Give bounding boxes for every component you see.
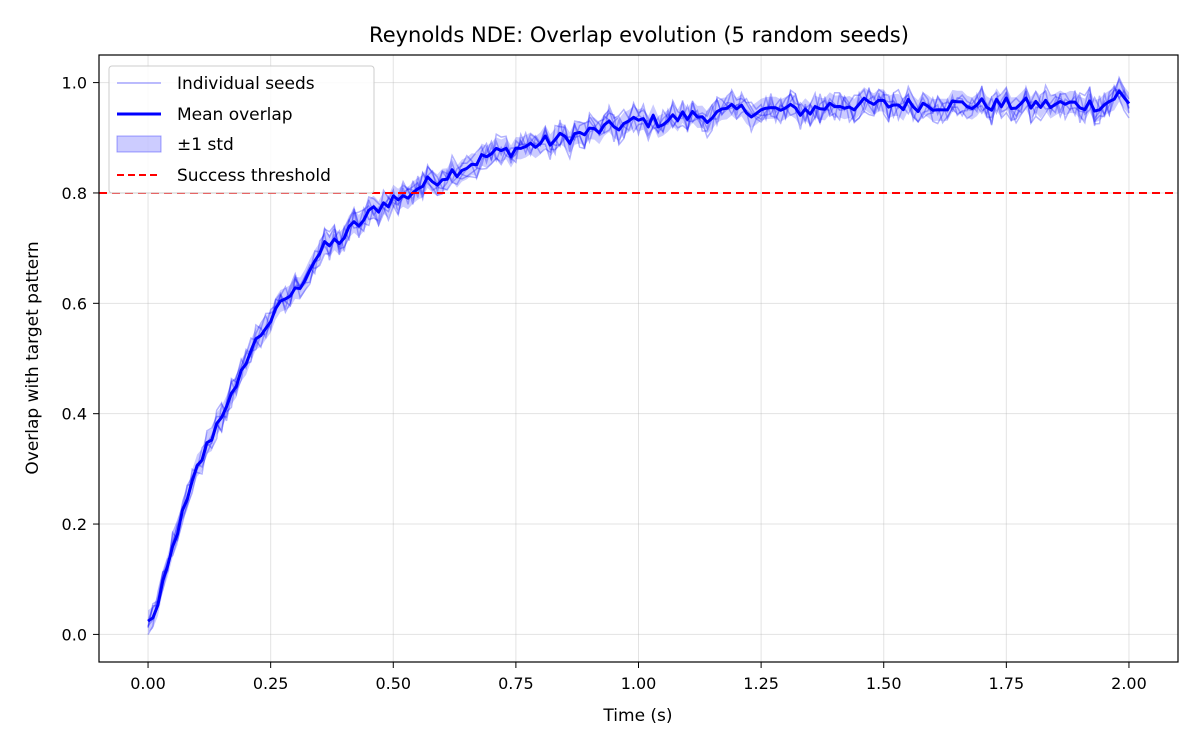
seed-line-3 [147, 84, 1130, 628]
x-tick-label-4: 1.00 [621, 674, 657, 693]
legend-swatch-std [116, 135, 162, 153]
legend-label-mean: Mean overlap [177, 105, 293, 125]
legend-box [108, 65, 375, 194]
y-axis-ticks: 0.0 0.2 0.4 0.6 0.8 1.0 [62, 74, 99, 644]
mean-line-layer [147, 89, 1131, 623]
x-tick-label-8: 2.00 [1111, 674, 1147, 693]
y-tick-label-5: 1.0 [62, 74, 87, 93]
x-tick-label-0: 0.00 [130, 674, 166, 693]
x-tick-label-6: 1.50 [866, 674, 902, 693]
x-tick-label-2: 0.50 [375, 674, 411, 693]
y-tick-label-2: 0.4 [62, 405, 87, 424]
y-tick-label-1: 0.2 [62, 515, 87, 534]
y-tick-label-3: 0.6 [62, 294, 87, 313]
seed-line-4 [147, 84, 1130, 628]
y-tick-label-0: 0.0 [62, 625, 87, 644]
legend-label-seeds: Individual seeds [177, 74, 315, 94]
mean-line [147, 89, 1131, 623]
x-axis-ticks: 0.00 0.25 0.50 0.75 1.00 1.25 1.50 1.75 2.00 [130, 662, 1147, 693]
chart-title: Reynolds NDE: Overlap evolution (5 rando… [369, 23, 909, 47]
legend-label-std: ±1 std [177, 135, 234, 155]
x-tick-label-3: 0.75 [498, 674, 534, 693]
legend: Individual seeds Mean overlap ±1 std Suc… [108, 65, 375, 194]
legend-label-threshold: Success threshold [177, 166, 331, 186]
x-tick-label-1: 0.25 [253, 674, 289, 693]
x-axis-title: Time (s) [602, 706, 672, 726]
y-tick-label-4: 0.8 [62, 184, 87, 203]
y-axis-title: Overlap with target pattern [23, 241, 43, 474]
x-tick-label-5: 1.25 [743, 674, 779, 693]
x-tick-label-7: 1.75 [989, 674, 1025, 693]
